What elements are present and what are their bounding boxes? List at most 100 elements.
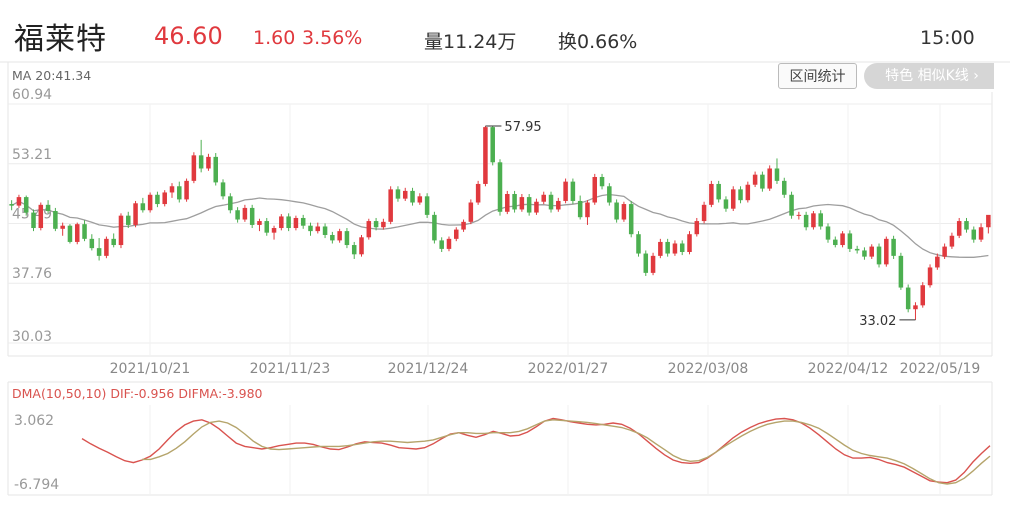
candle [548,191,554,213]
similar-kline-button[interactable]: 特色 相似K线 › [864,63,994,89]
candle-body [956,221,962,236]
candle-body [716,183,721,200]
candle-body [162,192,167,205]
candle [811,211,816,230]
candle [752,171,758,188]
candle-body [82,224,87,239]
candle [833,236,838,248]
candle-body [483,127,488,184]
candle [351,241,357,259]
volume: 量11.24万 [424,31,517,53]
last-price: 46.60 [154,22,223,50]
candle [446,236,452,252]
candle [330,231,335,244]
candle [672,240,678,256]
candle [898,252,904,290]
candle [935,253,940,270]
candle-body [891,238,896,256]
candle [483,125,488,187]
candle [745,181,751,203]
candle-body [264,221,270,233]
candle [264,217,270,236]
candle-body [446,238,452,249]
candle-body [964,221,969,230]
candle [986,214,991,234]
candle [599,173,605,190]
candle-body [512,194,517,210]
candle-body [621,204,627,220]
candle [636,231,641,257]
candle [67,224,73,244]
candle-body [417,196,423,203]
candle [585,200,590,225]
high-price-label: 57.95 [504,120,541,135]
candle [563,178,568,204]
candle [74,222,80,245]
candle [541,191,546,205]
candle-body [16,197,22,206]
candle [169,183,175,198]
candle [913,302,918,320]
candle-body [730,189,736,209]
candle [592,173,598,205]
candle-body [497,162,503,212]
candle [126,211,131,229]
candle [147,192,153,213]
candle-body [439,240,444,249]
candle-body [89,238,95,249]
range-stats-button[interactable]: 区间统计 [778,63,857,89]
candle-body [213,156,218,183]
candle [286,213,291,232]
candle-body [147,194,153,211]
candle [315,222,321,234]
candle-body [986,214,991,228]
candle-body [570,181,576,201]
candle-body [782,180,787,195]
candle [140,197,146,213]
candle [60,222,65,236]
candle-body [971,229,977,240]
candle-body [126,215,131,225]
candle [665,238,670,257]
candle [738,186,743,204]
candle [257,218,262,232]
candle [949,232,955,249]
candle-body [825,226,831,240]
candle [526,194,532,216]
candle-body [344,231,350,246]
candle [920,282,926,308]
candle [818,210,823,230]
candle [96,238,102,261]
candle-body [60,225,65,229]
candle [184,178,189,202]
candle-body [643,253,649,273]
candle-body [563,181,568,201]
candle [461,219,466,232]
candle-body [665,241,670,254]
candle-body [45,204,51,212]
kline-x-tick-label: 2021/12/24 [388,361,469,377]
candle-body [424,196,430,215]
candle [956,217,962,239]
kline-y-tick-label: 60.94 [12,87,52,103]
candle-body [658,241,663,256]
candle-body [811,213,816,228]
candle-body [709,183,714,205]
candle-body [884,238,889,265]
stock-name: 福莱特 [14,22,107,57]
candle-body [279,216,284,229]
candle-body [687,234,692,252]
candle-body [949,235,955,247]
candle [417,193,423,205]
candle [31,209,36,232]
candle [782,177,787,198]
price-change-percent: 3.56% [302,27,363,49]
candle [344,228,350,249]
candle-body [140,203,146,211]
candle-body [330,234,335,241]
candle [191,152,197,184]
candle-body [803,214,809,228]
candle-body [847,233,853,249]
candle [570,178,576,205]
